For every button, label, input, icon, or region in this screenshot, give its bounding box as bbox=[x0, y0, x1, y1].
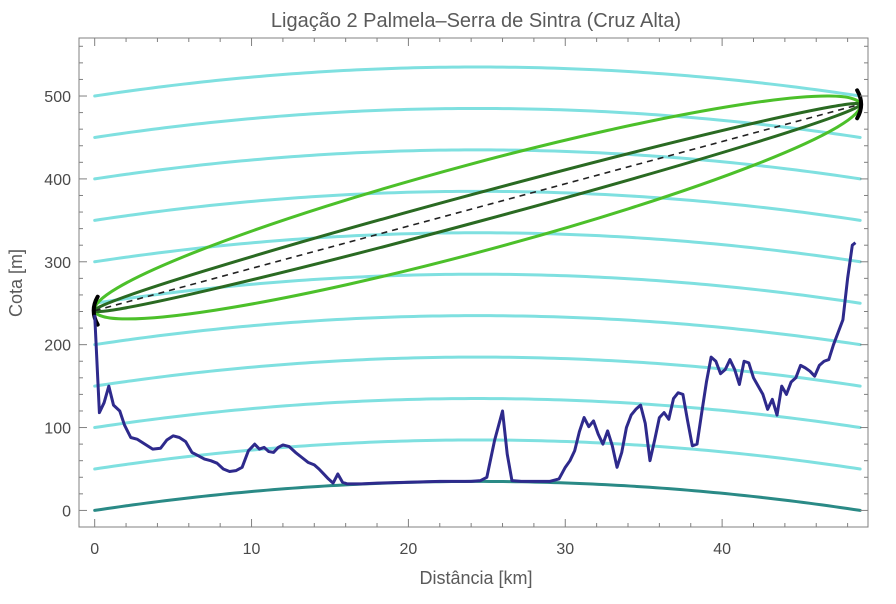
x-tick-label: 10 bbox=[243, 541, 261, 558]
terrain-layer bbox=[93, 241, 857, 486]
x-tick-label: 0 bbox=[90, 541, 99, 558]
y-axis-label: Cota [m] bbox=[6, 249, 26, 317]
curves-layer bbox=[93, 65, 862, 512]
line-of-sight bbox=[94, 103, 861, 312]
height-curve-500 bbox=[93, 65, 862, 98]
y-tick-label: 500 bbox=[44, 89, 71, 106]
x-tick-label: 40 bbox=[713, 541, 731, 558]
height-curve-450 bbox=[93, 106, 862, 139]
height-curve-50 bbox=[93, 438, 862, 471]
y-tick-label: 400 bbox=[44, 172, 71, 189]
terrain-profile-line bbox=[93, 241, 857, 486]
x-tick-label: 30 bbox=[556, 541, 574, 558]
height-curve-400 bbox=[93, 148, 862, 181]
y-tick-label: 200 bbox=[44, 338, 71, 355]
height-curve-300 bbox=[93, 231, 862, 264]
height-curve-350 bbox=[93, 189, 862, 222]
earth-curvature-line bbox=[93, 479, 862, 512]
height-curve-200 bbox=[93, 314, 862, 347]
x-axis-label: Distância [km] bbox=[419, 568, 532, 588]
y-tick-label: 0 bbox=[62, 503, 71, 520]
height-curve-150 bbox=[93, 355, 862, 388]
chart-title: Ligação 2 Palmela–Serra de Sintra (Cruz … bbox=[271, 10, 681, 32]
x-tick-label: 20 bbox=[400, 541, 418, 558]
fresnel-layer bbox=[91, 88, 864, 327]
y-tick-label: 300 bbox=[44, 255, 71, 272]
antenna-right-marker bbox=[855, 88, 864, 121]
plot-frame bbox=[78, 37, 869, 528]
height-curve-100 bbox=[93, 397, 862, 430]
y-tick-label: 100 bbox=[44, 421, 71, 438]
